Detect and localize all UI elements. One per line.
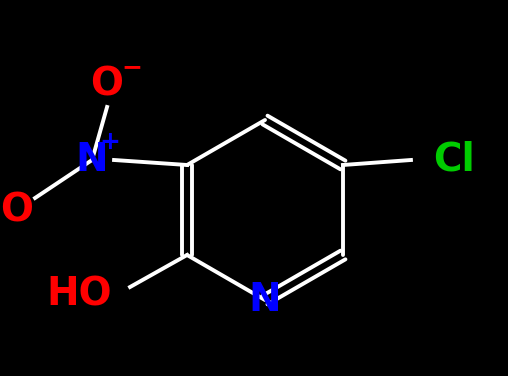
Text: O: O (1, 191, 34, 229)
Text: HO: HO (46, 276, 112, 314)
Text: N: N (249, 281, 281, 319)
Text: Cl: Cl (433, 141, 474, 179)
Text: −: − (121, 55, 143, 79)
Text: N: N (76, 141, 108, 179)
Text: +: + (100, 130, 120, 154)
Text: O: O (90, 66, 123, 104)
